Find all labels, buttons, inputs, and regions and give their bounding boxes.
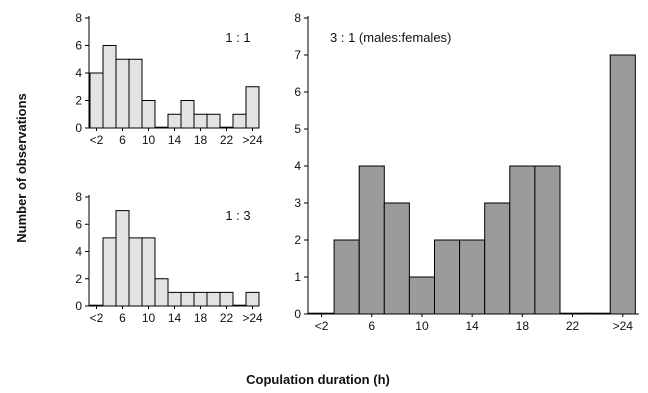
ratio-annotation: 3 : 1 (males:females) — [330, 30, 451, 45]
bar — [609, 54, 636, 315]
y-tick-label: 2 — [294, 233, 301, 247]
y-tick-label: 6 — [75, 217, 82, 231]
bar — [383, 202, 410, 315]
y-tick-label: 7 — [294, 48, 301, 62]
panel-ratio-1-3: 0 2 4 6 8 <2 6 10 14 18 22 >24 1 : 3 — [75, 190, 263, 325]
bar — [206, 113, 221, 129]
bar — [102, 45, 117, 129]
bar — [193, 291, 208, 307]
x-tick-label: 10 — [142, 133, 156, 147]
x-tick-label: 6 — [368, 319, 375, 333]
x-tick-label: 18 — [516, 319, 530, 333]
bar — [206, 291, 221, 307]
x-tick-label: >24 — [242, 311, 263, 325]
ratio-annotation: 1 : 1 — [225, 30, 250, 45]
bar — [180, 100, 195, 129]
bar — [115, 58, 130, 129]
bar — [89, 304, 104, 307]
x-tick-label: <2 — [315, 319, 329, 333]
bar — [559, 312, 586, 315]
bar — [167, 291, 182, 307]
ratio-annotation: 1 : 3 — [225, 208, 250, 223]
y-tick-label: 1 — [294, 270, 301, 284]
bar — [219, 126, 234, 129]
x-axis-label: Copulation duration (h) — [246, 372, 390, 387]
bar — [358, 165, 385, 315]
bar — [154, 278, 169, 307]
x-tick-label: 6 — [119, 311, 126, 325]
x-tick-label: 10 — [142, 311, 156, 325]
bar — [141, 100, 156, 129]
bar — [459, 239, 486, 315]
bar — [434, 239, 461, 315]
x-tick-label: 14 — [465, 319, 479, 333]
bar — [89, 72, 104, 129]
y-tick-label: 0 — [75, 121, 82, 135]
x-tick-label: <2 — [90, 311, 104, 325]
y-tick-label: 8 — [75, 190, 82, 204]
x-tick-label: 18 — [194, 311, 208, 325]
x-tick-label: <2 — [90, 133, 104, 147]
bar — [509, 165, 536, 315]
bar — [154, 126, 169, 129]
bar — [219, 291, 234, 307]
y-tick-label: 4 — [75, 66, 82, 80]
y-tick-label: 8 — [294, 11, 301, 25]
x-tick-label: 18 — [194, 133, 208, 147]
bar — [308, 312, 335, 315]
y-tick-label: 4 — [75, 245, 82, 259]
bar — [534, 165, 561, 315]
x-tick-label: >24 — [613, 319, 634, 333]
bar — [128, 58, 143, 129]
y-tick-label: 8 — [75, 11, 82, 25]
bar — [128, 237, 143, 307]
x-tick-label: >24 — [242, 133, 263, 147]
x-tick-label: 22 — [566, 319, 580, 333]
x-tick-label: 14 — [168, 311, 182, 325]
x-tick-label: 22 — [220, 133, 234, 147]
panel-ratio-1-1: 0 2 4 6 8 <2 6 10 14 18 22 >24 1 : 1 — [75, 11, 263, 147]
panel-ratio-3-1: 0 1 2 3 4 5 6 7 8 <2 6 10 14 18 22 >24 3 : 1 (males:fema… — [294, 11, 639, 333]
bar — [484, 202, 511, 315]
bar — [245, 86, 260, 129]
bar — [232, 304, 247, 307]
bar — [408, 276, 435, 315]
bar — [141, 237, 156, 307]
y-tick-label: 0 — [75, 299, 82, 313]
bar — [584, 312, 611, 315]
y-tick-label: 4 — [294, 159, 301, 173]
x-tick-label: 22 — [220, 311, 234, 325]
bar — [167, 113, 182, 129]
y-tick-label: 3 — [294, 196, 301, 210]
bar — [245, 291, 260, 307]
y-tick-label: 0 — [294, 307, 301, 321]
y-tick-label: 2 — [75, 272, 82, 286]
bar — [180, 291, 195, 307]
x-tick-label: 14 — [168, 133, 182, 147]
bar — [115, 210, 130, 307]
y-axis-label: Number of observations — [14, 93, 29, 243]
x-tick-label: 10 — [415, 319, 429, 333]
bar — [193, 113, 208, 129]
y-tick-label: 6 — [294, 85, 301, 99]
bar — [333, 239, 360, 315]
y-tick-label: 5 — [294, 122, 301, 136]
bar — [232, 113, 247, 129]
y-tick-label: 2 — [75, 94, 82, 108]
y-tick-label: 6 — [75, 39, 82, 53]
bar — [102, 237, 117, 307]
x-tick-label: 6 — [119, 133, 126, 147]
